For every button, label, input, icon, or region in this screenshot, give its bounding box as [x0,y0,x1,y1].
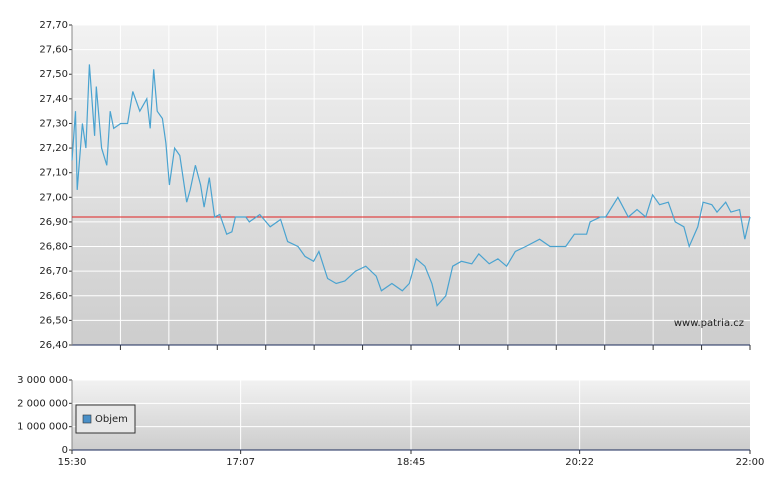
x-tick-label: 20:22 [565,457,594,468]
x-tick-label: 18:45 [397,457,426,468]
price-line [71,64,751,307]
y-tick-label: 26,70 [39,266,68,277]
watermark: www.patria.cz [674,318,744,329]
y-tick-label: 27,00 [39,192,68,203]
y-tick-label: 27,70 [39,20,68,31]
y-tick-label: 27,30 [39,118,68,129]
x-tick-label: 15:30 [58,457,87,468]
y-tick-label: 26,60 [39,291,68,302]
y-tick-label: 26,50 [39,315,68,326]
y-tick-label: 27,10 [39,168,68,179]
y-tick-label: 0 [62,445,68,456]
x-tick-label: 22:00 [736,457,765,468]
legend-swatch [82,414,92,424]
y-tick-label: 26,40 [39,340,68,351]
y-tick-label: 27,40 [39,94,68,105]
y-tick-label: 26,90 [39,217,68,228]
y-tick-label: 3 000 000 [17,375,68,386]
x-tick-label: 17:07 [226,457,255,468]
y-tick-label: 1 000 000 [17,422,68,433]
y-tick-label: 2 000 000 [17,398,68,409]
legend-label: Objem [95,414,128,425]
y-tick-label: 27,50 [39,69,68,80]
y-tick-label: 27,20 [39,143,68,154]
y-tick-label: 26,80 [39,242,68,253]
y-tick-label: 27,60 [39,45,68,56]
